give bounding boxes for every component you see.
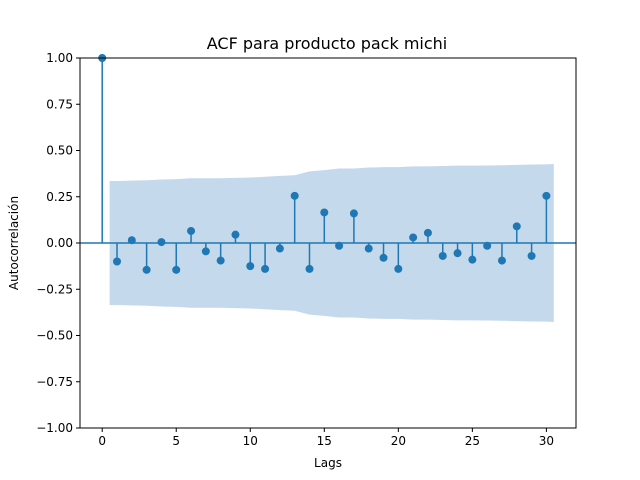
acf-point-lag-8 bbox=[216, 256, 225, 265]
acf-point-lag-5 bbox=[172, 265, 181, 274]
acf-point-lag-14 bbox=[305, 264, 314, 273]
x-tick-label: 0 bbox=[98, 434, 106, 448]
acf-point-lag-12 bbox=[275, 244, 284, 253]
acf-point-lag-20 bbox=[394, 264, 403, 273]
acf-point-lag-17 bbox=[349, 209, 358, 218]
y-tick-label: −1.00 bbox=[36, 421, 73, 435]
x-tick-label: 5 bbox=[172, 434, 180, 448]
acf-point-lag-19 bbox=[379, 253, 388, 262]
y-tick-label: −0.75 bbox=[36, 375, 73, 389]
y-tick-label: −0.25 bbox=[36, 282, 73, 296]
y-tick-label: 0.50 bbox=[46, 144, 73, 158]
acf-point-lag-23 bbox=[438, 251, 447, 260]
acf-point-lag-15 bbox=[320, 208, 329, 217]
acf-point-lag-10 bbox=[246, 262, 255, 271]
acf-point-lag-26 bbox=[483, 241, 492, 250]
y-tick-label: 0.25 bbox=[46, 190, 73, 204]
acf-point-lag-29 bbox=[527, 251, 536, 260]
acf-point-lag-18 bbox=[364, 244, 373, 253]
x-tick-label: 15 bbox=[317, 434, 332, 448]
x-tick-label: 10 bbox=[243, 434, 258, 448]
acf-point-lag-2 bbox=[127, 236, 136, 245]
acf-point-lag-6 bbox=[187, 226, 196, 235]
chart-title: ACF para producto pack michi bbox=[207, 34, 448, 53]
acf-point-lag-30 bbox=[542, 191, 551, 200]
acf-point-lag-3 bbox=[142, 265, 151, 274]
acf-point-lag-16 bbox=[335, 241, 344, 250]
x-tick-label: 20 bbox=[391, 434, 406, 448]
acf-point-lag-9 bbox=[231, 230, 240, 239]
y-tick-label: −0.50 bbox=[36, 329, 73, 343]
y-tick-label: 1.00 bbox=[46, 51, 73, 65]
acf-point-lag-4 bbox=[157, 238, 166, 247]
y-tick-label: 0.75 bbox=[46, 97, 73, 111]
acf-point-lag-25 bbox=[468, 255, 477, 264]
acf-point-lag-13 bbox=[290, 191, 299, 200]
acf-point-lag-21 bbox=[409, 233, 418, 242]
acf-point-lag-27 bbox=[497, 256, 506, 265]
x-axis-label: Lags bbox=[314, 456, 342, 470]
acf-point-lag-1 bbox=[113, 257, 122, 266]
acf-point-lag-24 bbox=[453, 249, 462, 258]
y-axis-label: Autocorrelación bbox=[7, 196, 21, 290]
acf-point-lag-28 bbox=[512, 222, 521, 231]
y-tick-label: 0.00 bbox=[46, 236, 73, 250]
plot-area bbox=[80, 54, 576, 322]
x-tick-label: 30 bbox=[539, 434, 554, 448]
acf-point-lag-22 bbox=[423, 228, 432, 237]
acf-point-lag-11 bbox=[261, 264, 270, 273]
axis-ticks: 0 5 10 15 20 25 30 −1.00 −0.75 −0.50 −0.25 0.00 0.25… bbox=[36, 51, 554, 448]
x-tick-label: 25 bbox=[465, 434, 480, 448]
acf-point-lag-7 bbox=[201, 247, 210, 256]
